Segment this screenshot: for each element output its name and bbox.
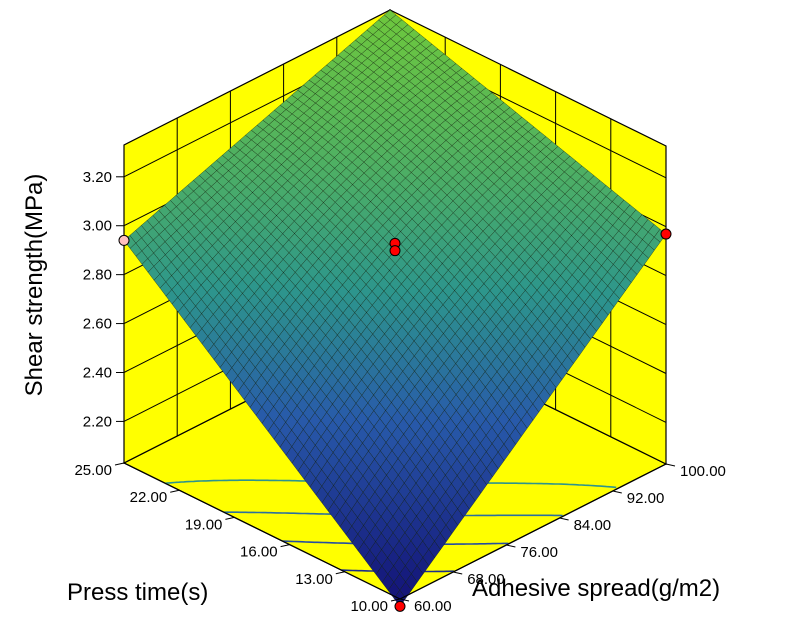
press-time-tick-label: 16.00 bbox=[240, 544, 278, 561]
press-time-tick-mark bbox=[280, 544, 290, 548]
z-tick-label: 3.00 bbox=[83, 218, 112, 235]
adhesive-spread-tick-label: 84.00 bbox=[574, 517, 612, 534]
z-tick-label: 3.20 bbox=[83, 169, 112, 186]
press-time-axis-title: Press time(s) bbox=[67, 579, 208, 606]
response-surface bbox=[123, 9, 667, 607]
adhesive-spread-tick-label: 76.00 bbox=[520, 544, 558, 561]
adhesive-spread-axis-title: Adhesive spread(g/m2) bbox=[472, 575, 720, 602]
adhesive-spread-tick-mark bbox=[506, 544, 516, 548]
adhesive-spread-tick-mark bbox=[612, 490, 622, 494]
press-time-tick-mark bbox=[225, 516, 235, 520]
press-time-tick-label: 22.00 bbox=[130, 489, 168, 506]
z-tick-label: 2.20 bbox=[83, 413, 112, 430]
adhesive-spread-tick-label: 92.00 bbox=[627, 490, 665, 507]
adhesive-spread-tick-label: 60.00 bbox=[414, 598, 452, 615]
press-time-axis-ticks: 10.00 13.00 16.00 19.00 22.00 25.00 bbox=[74, 462, 401, 615]
box-frame bbox=[123, 462, 667, 600]
design-points bbox=[118, 228, 672, 612]
adhesive-spread-tick-mark bbox=[665, 463, 676, 467]
z-axis-ticks: 2.20 2.40 2.60 2.80 3.00 3.20 bbox=[83, 169, 124, 430]
front-left-edge bbox=[123, 462, 401, 600]
z-axis-title: Shear strength(MPa) bbox=[21, 174, 48, 397]
adhesive-spread-tick-label: 68.00 bbox=[467, 571, 505, 588]
z-tick-label: 2.80 bbox=[83, 267, 112, 284]
press-time-tick-label: 10.00 bbox=[350, 598, 388, 615]
press-time-tick-mark bbox=[390, 598, 401, 602]
press-time-tick-label: 25.00 bbox=[74, 462, 112, 479]
press-time-tick-mark bbox=[114, 462, 125, 466]
design-point bbox=[394, 600, 406, 612]
z-tick-label: 2.40 bbox=[83, 364, 112, 381]
adhesive-spread-tick-mark bbox=[399, 598, 410, 602]
press-time-tick-label: 19.00 bbox=[185, 516, 223, 533]
adhesive-spread-axis-ticks: 60.00 68.00 76.00 84.00 92.00 100.00 bbox=[399, 463, 726, 615]
press-time-tick-label: 13.00 bbox=[295, 571, 333, 588]
adhesive-spread-tick-label: 100.00 bbox=[680, 463, 726, 480]
z-tick-label: 2.60 bbox=[83, 316, 112, 333]
design-point bbox=[660, 228, 672, 240]
adhesive-spread-tick-mark bbox=[559, 517, 569, 521]
design-point bbox=[389, 245, 401, 257]
adhesive-spread-tick-mark bbox=[453, 571, 463, 575]
press-time-tick-mark bbox=[335, 571, 345, 575]
design-point bbox=[118, 234, 130, 246]
press-time-tick-mark bbox=[170, 489, 180, 493]
front-right-edge bbox=[399, 463, 667, 600]
